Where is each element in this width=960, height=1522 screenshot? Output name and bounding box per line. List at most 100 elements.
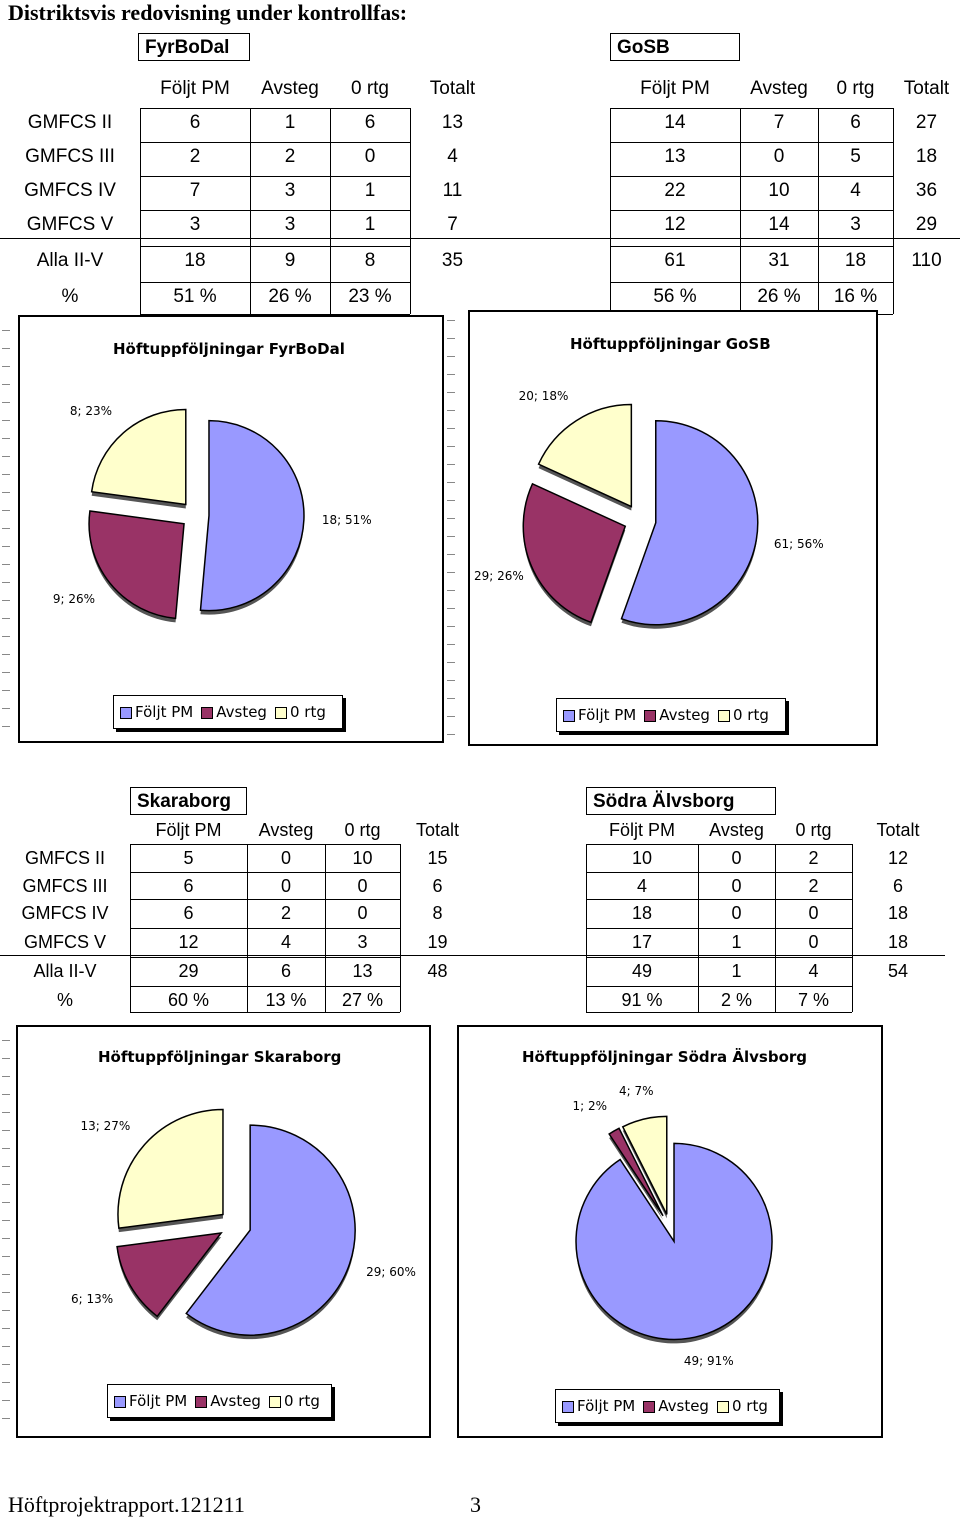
chart-title: Höftuppföljningar Skaraborg bbox=[98, 1048, 342, 1066]
table-cell: 110 bbox=[911, 250, 942, 271]
table-cell: 0 bbox=[357, 903, 368, 923]
table-cell: 14 bbox=[768, 214, 790, 235]
legend-item: Avsteg bbox=[643, 1390, 709, 1422]
tick-mark bbox=[447, 680, 455, 681]
tick-mark bbox=[447, 410, 455, 411]
chart-legend: Följt PM Avsteg 0 rtg bbox=[113, 695, 343, 729]
grid-line bbox=[140, 108, 141, 314]
tick-mark bbox=[2, 546, 10, 547]
table-cell: 19 bbox=[427, 932, 448, 952]
tick-mark bbox=[447, 392, 455, 393]
tick-mark bbox=[2, 1382, 10, 1383]
grid-line bbox=[586, 872, 852, 873]
region-title: FyrBoDal bbox=[138, 33, 250, 61]
grid-line bbox=[586, 957, 852, 958]
table-cell: 0 bbox=[808, 932, 819, 952]
table-cell: 36 bbox=[915, 180, 938, 201]
pie-slice-label: 49; 91% bbox=[683, 1354, 734, 1369]
table-cell: 3 bbox=[284, 214, 296, 235]
pie-chart-frame bbox=[18, 315, 444, 743]
column-header: Följt PM bbox=[608, 820, 675, 840]
table-cell: 13 % bbox=[265, 990, 307, 1010]
tick-mark bbox=[447, 500, 455, 501]
grid-line bbox=[818, 108, 819, 314]
table-cell: 3 bbox=[284, 180, 296, 201]
table-cell: 4 bbox=[850, 180, 861, 201]
table-cell: 12 bbox=[887, 848, 909, 868]
table-cell: 12 bbox=[664, 214, 686, 235]
pie-slice-label: 6; 13% bbox=[70, 1291, 114, 1306]
column-header: Följt PM bbox=[640, 78, 710, 99]
legend-swatch bbox=[120, 706, 132, 719]
tick-mark bbox=[2, 420, 10, 421]
table-cell: 0 bbox=[357, 876, 368, 896]
table-cell: 1 bbox=[364, 214, 376, 235]
table-cell: 6 bbox=[432, 876, 443, 896]
grid-line bbox=[250, 108, 251, 314]
tick-mark bbox=[447, 662, 455, 663]
table-cell: 29 bbox=[915, 214, 938, 235]
legend-label: Avsteg bbox=[216, 703, 267, 721]
column-header: Avsteg bbox=[750, 78, 808, 99]
table-cell: 2 bbox=[189, 146, 201, 167]
tick-mark bbox=[447, 536, 455, 537]
tick-mark bbox=[447, 626, 455, 627]
table-cell: 7 bbox=[189, 180, 201, 201]
tick-mark bbox=[2, 1238, 10, 1239]
row-label: GMFCS II bbox=[25, 848, 105, 868]
tick-mark bbox=[2, 402, 10, 403]
pie-chart-frame bbox=[457, 1025, 883, 1438]
tick-mark bbox=[447, 374, 455, 375]
table-cell: 0 bbox=[808, 903, 819, 923]
table-cell: 91 % bbox=[621, 990, 663, 1010]
tick-mark bbox=[2, 636, 10, 637]
grid-line bbox=[610, 142, 893, 143]
tick-mark bbox=[2, 1418, 10, 1419]
table-cell: 56 % bbox=[653, 286, 697, 307]
legend-swatch bbox=[195, 1395, 208, 1408]
table-cell: 6 bbox=[189, 112, 201, 133]
tick-mark bbox=[2, 1310, 10, 1311]
legend-label: Avsteg bbox=[658, 1397, 709, 1415]
table-cell: 6 bbox=[850, 112, 861, 133]
legend-item: Följt PM bbox=[114, 1385, 187, 1417]
table-cell: 1 bbox=[731, 932, 742, 952]
tick-mark bbox=[2, 690, 10, 691]
table-cell: 0 bbox=[773, 146, 785, 167]
table-cell: 5 bbox=[850, 146, 861, 167]
tick-mark bbox=[2, 510, 10, 511]
tick-mark bbox=[2, 1220, 10, 1221]
tick-mark bbox=[2, 330, 10, 331]
grid-line bbox=[140, 314, 410, 315]
tick-mark bbox=[2, 1058, 10, 1059]
table-cell: 29 bbox=[178, 961, 199, 981]
legend-item: Avsteg bbox=[201, 696, 267, 728]
grid-line bbox=[610, 176, 893, 177]
pie-slice-label: 61; 56% bbox=[773, 536, 824, 551]
tick-mark bbox=[2, 1274, 10, 1275]
region-title: GoSB bbox=[610, 33, 740, 61]
legend-item: 0 rtg bbox=[717, 699, 769, 731]
region-title: Södra Älvsborg bbox=[586, 787, 776, 815]
table-cell: 3 bbox=[189, 214, 201, 235]
table-cell: 2 bbox=[284, 146, 296, 167]
legend-item: 0 rtg bbox=[716, 1390, 768, 1422]
grid-line bbox=[130, 986, 400, 987]
tick-mark bbox=[2, 366, 10, 367]
tick-mark bbox=[2, 1400, 10, 1401]
table-cell: 7 bbox=[447, 214, 458, 235]
pie-slice-label: 18; 51% bbox=[321, 513, 372, 528]
grid-line bbox=[586, 844, 852, 845]
tick-mark bbox=[447, 338, 455, 339]
table-cell: 7 bbox=[773, 112, 785, 133]
table-cell: 49 bbox=[631, 961, 653, 981]
column-header: Totalt bbox=[903, 78, 950, 99]
grid-line bbox=[610, 108, 611, 314]
grid-line bbox=[610, 282, 893, 283]
tick-mark bbox=[2, 654, 10, 655]
table-cell: 6 bbox=[892, 876, 903, 896]
grid-line bbox=[610, 210, 893, 211]
table-cell: 26 % bbox=[757, 286, 801, 307]
pie-slice-label: 29; 26% bbox=[474, 568, 524, 583]
grid-line bbox=[140, 142, 410, 143]
